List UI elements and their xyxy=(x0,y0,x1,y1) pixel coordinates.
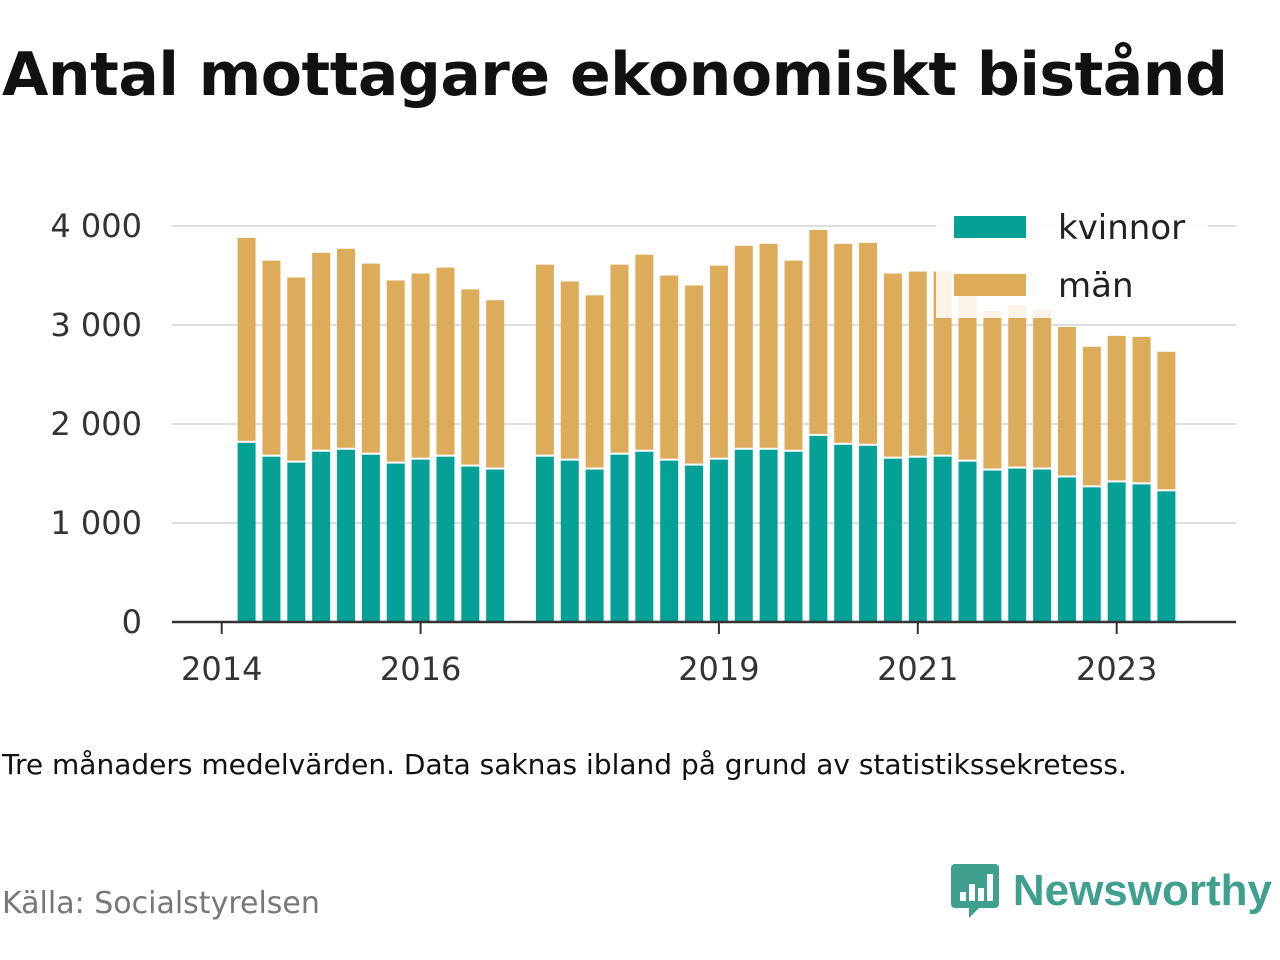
bar-kvinnor-14 xyxy=(610,454,629,622)
legend-swatch-kvinnor xyxy=(954,216,1026,238)
y-tick-label-2000: 2 000 xyxy=(50,405,142,443)
y-tick-label-0: 0 xyxy=(122,603,142,641)
legend-label-man: män xyxy=(1058,266,1134,306)
bar-kvinnor-5 xyxy=(361,454,380,622)
bar-man-35 xyxy=(1132,336,1151,483)
bar-kvinnor-33 xyxy=(1082,487,1101,622)
source-text: Källa: Socialstyrelsen xyxy=(2,886,320,921)
bar-kvinnor-34 xyxy=(1107,482,1126,622)
bar-man-36 xyxy=(1157,351,1176,490)
legend-label-kvinnor: kvinnor xyxy=(1058,208,1185,248)
bar-kvinnor-25 xyxy=(883,458,902,622)
bar-kvinnor-30 xyxy=(1008,468,1027,622)
bar-man-33 xyxy=(1082,346,1101,486)
bar-man-8 xyxy=(436,267,455,455)
x-tick-label-2019: 2019 xyxy=(678,650,759,688)
bar-kvinnor-6 xyxy=(386,463,405,622)
bar-man-10 xyxy=(486,300,505,468)
bar-kvinnor-24 xyxy=(859,445,878,622)
bar-kvinnor-3 xyxy=(312,451,331,622)
bar-man-18 xyxy=(709,265,728,458)
bar-kvinnor-35 xyxy=(1132,484,1151,622)
stacked-bar-chart: 0 1 000 2 000 3 000 4 000 2014 2016 2019 2021 202… xyxy=(50,200,1236,688)
bar-man-17 xyxy=(685,285,704,464)
brand-name: Newsworthy xyxy=(1012,866,1272,915)
bar-kvinnor-31 xyxy=(1033,469,1052,622)
legend-swatch-man xyxy=(954,274,1026,296)
bar-man-24 xyxy=(859,242,878,444)
x-tick-label-2016: 2016 xyxy=(380,650,461,688)
newsworthy-logo-icon xyxy=(950,864,999,918)
chart-note: Tre månaders medelvärden. Data saknas ib… xyxy=(2,748,1127,781)
bar-kvinnor-29 xyxy=(983,470,1002,622)
bar-man-28 xyxy=(958,294,977,460)
bar-man-34 xyxy=(1107,335,1126,481)
bar-man-19 xyxy=(734,245,753,448)
bar-man-6 xyxy=(386,280,405,462)
bar-kvinnor-22 xyxy=(809,435,828,622)
chart-title: Antal mottagare ekonomiskt bistånd xyxy=(2,40,1228,110)
bar-man-9 xyxy=(461,289,480,465)
bar-man-30 xyxy=(1008,305,1027,467)
bar-kvinnor-36 xyxy=(1157,491,1176,622)
bar-kvinnor-17 xyxy=(685,465,704,622)
bar-kvinnor-10 xyxy=(486,469,505,622)
bar-man-4 xyxy=(337,248,356,448)
bar-man-15 xyxy=(635,254,654,450)
bar-kvinnor-20 xyxy=(759,449,778,622)
brand[interactable]: Newsworthy xyxy=(949,862,1272,920)
bar-kvinnor-7 xyxy=(411,459,430,622)
y-tick-label-1000: 1 000 xyxy=(50,504,142,542)
bar-kvinnor-11 xyxy=(535,456,554,622)
bar-man-0 xyxy=(237,237,256,441)
bar-man-3 xyxy=(312,252,331,450)
bar-kvinnor-4 xyxy=(337,449,356,622)
bar-kvinnor-19 xyxy=(734,449,753,622)
bar-kvinnor-2 xyxy=(287,462,306,622)
bar-kvinnor-1 xyxy=(262,456,281,622)
x-tick-label-2021: 2021 xyxy=(877,650,958,688)
bar-kvinnor-26 xyxy=(908,457,927,622)
bar-man-1 xyxy=(262,260,281,455)
bar-man-5 xyxy=(361,263,380,453)
bar-kvinnor-18 xyxy=(709,459,728,622)
bar-man-16 xyxy=(660,275,679,459)
bar-kvinnor-21 xyxy=(784,451,803,622)
bar-man-25 xyxy=(883,273,902,457)
bar-man-13 xyxy=(585,295,604,468)
bar-man-12 xyxy=(560,281,579,459)
x-tick-label-2023: 2023 xyxy=(1076,650,1157,688)
bar-kvinnor-12 xyxy=(560,460,579,622)
y-tick-label-4000: 4 000 xyxy=(50,207,142,245)
bar-man-26 xyxy=(908,271,927,456)
bar-man-31 xyxy=(1033,310,1052,468)
y-tick-label-3000: 3 000 xyxy=(50,306,142,344)
bar-man-20 xyxy=(759,243,778,448)
bar-man-29 xyxy=(983,311,1002,469)
bar-kvinnor-13 xyxy=(585,469,604,622)
x-tick-label-2014: 2014 xyxy=(181,650,262,688)
bar-kvinnor-23 xyxy=(834,444,853,622)
bar-kvinnor-0 xyxy=(237,442,256,622)
bar-kvinnor-32 xyxy=(1057,477,1076,622)
bar-man-7 xyxy=(411,273,430,458)
bar-man-32 xyxy=(1057,326,1076,476)
bar-man-14 xyxy=(610,264,629,453)
bar-kvinnor-8 xyxy=(436,456,455,622)
bar-kvinnor-27 xyxy=(933,456,952,622)
bar-kvinnor-15 xyxy=(635,451,654,622)
bar-kvinnor-16 xyxy=(660,460,679,622)
bar-kvinnor-9 xyxy=(461,466,480,622)
bar-man-22 xyxy=(809,229,828,434)
bar-man-2 xyxy=(287,277,306,461)
bar-man-21 xyxy=(784,260,803,450)
bar-man-23 xyxy=(834,243,853,443)
bar-kvinnor-28 xyxy=(958,461,977,622)
bar-man-11 xyxy=(535,264,554,455)
